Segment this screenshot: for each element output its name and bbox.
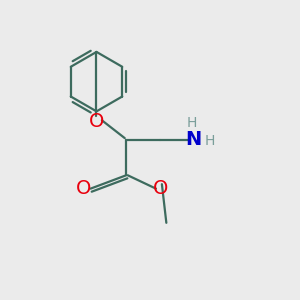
Text: H: H bbox=[204, 134, 214, 148]
Text: O: O bbox=[153, 179, 168, 198]
Text: H: H bbox=[186, 116, 197, 130]
Text: O: O bbox=[76, 179, 92, 198]
Text: O: O bbox=[89, 112, 104, 131]
Text: N: N bbox=[185, 130, 201, 149]
